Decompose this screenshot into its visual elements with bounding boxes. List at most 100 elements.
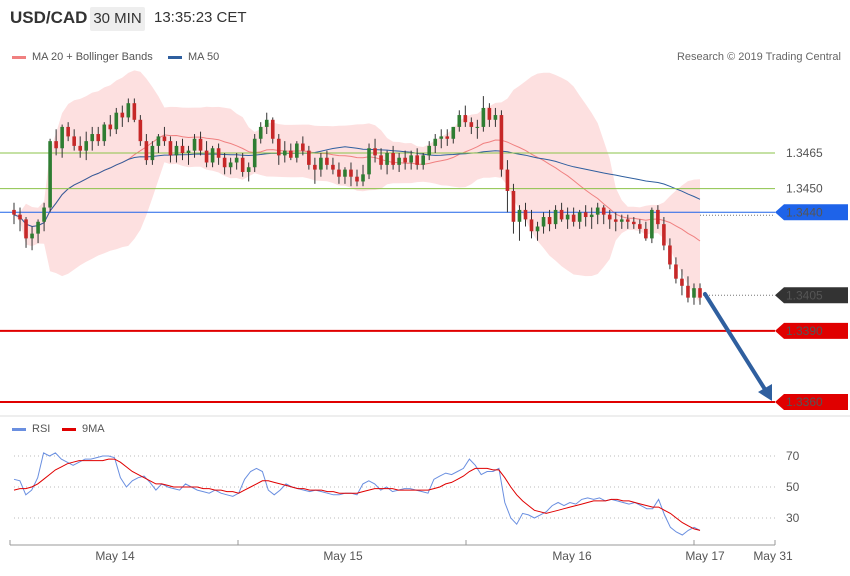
candle-body <box>192 138 197 151</box>
level-tag-1.3390 <box>775 322 848 339</box>
candle-body <box>162 136 167 142</box>
candle-body <box>331 164 335 170</box>
candle-body <box>487 107 492 120</box>
ma20-swatch <box>12 55 26 59</box>
candle-body <box>577 212 582 222</box>
candle-body <box>601 207 606 215</box>
candle-body <box>313 164 317 170</box>
forecast-arrow-shaft <box>703 292 768 393</box>
level-tag-text-1.3405: 1.3405 <box>786 288 823 302</box>
rsi-tick-50: 50 <box>786 480 800 494</box>
candle-body <box>535 226 540 232</box>
candle-body <box>475 126 480 128</box>
candle-body <box>541 217 546 227</box>
rsi-swatch <box>12 427 26 431</box>
candle-body <box>234 157 239 163</box>
candle-body <box>54 141 58 149</box>
candle-body <box>295 143 299 158</box>
legend-ma50: MA 50 <box>168 51 219 63</box>
candle-body <box>469 122 474 127</box>
candle-body <box>36 221 40 234</box>
candle-body <box>517 209 522 222</box>
candle-body <box>90 134 95 142</box>
candle-body <box>505 169 510 191</box>
candle-body <box>210 148 215 163</box>
candle-body <box>282 150 287 156</box>
candle-body <box>132 103 137 120</box>
candle-body <box>529 219 534 232</box>
candle-body <box>276 138 281 156</box>
candle-body <box>559 209 564 220</box>
level-label-1.3465: 1.3465 <box>786 146 823 160</box>
level-tag-1.3440 <box>775 204 848 221</box>
candle-body <box>337 169 341 177</box>
candle-body <box>78 145 82 151</box>
candle-body <box>343 169 347 177</box>
rsi-line <box>13 452 701 536</box>
candle-body <box>174 145 179 156</box>
x-axis-label: May 16 <box>552 549 592 563</box>
symbol-title: USD/CAD <box>10 8 88 27</box>
ma50-swatch <box>168 55 182 59</box>
candle-body <box>114 112 119 130</box>
candle-body <box>662 224 666 246</box>
candle-body <box>373 148 377 156</box>
candle-body <box>595 207 600 215</box>
legend-ma20-label: MA 20 + Bollinger Bands <box>32 51 153 63</box>
candle-body <box>24 219 28 239</box>
candle-body <box>102 124 107 142</box>
candle-body <box>168 141 173 156</box>
candle-body <box>144 141 149 161</box>
candle-body <box>240 157 245 172</box>
candle-body <box>391 153 395 165</box>
level-tag-text-1.3440: 1.3440 <box>786 205 823 219</box>
candle-body <box>186 150 191 153</box>
candle-body <box>523 209 528 220</box>
candle-body <box>258 126 263 139</box>
candle-body <box>66 126 70 137</box>
candle-body <box>565 214 570 220</box>
candle-body <box>42 207 46 222</box>
candle-body <box>686 285 690 298</box>
candle-body <box>692 288 696 298</box>
level-tag-1.3360 <box>775 394 848 410</box>
candle-body <box>668 245 672 265</box>
candle-body <box>421 155 425 165</box>
candle-body <box>30 233 34 239</box>
candle-body <box>367 148 371 175</box>
candle-body <box>638 224 642 229</box>
candle-body <box>355 176 359 182</box>
candle-body <box>680 278 684 286</box>
candle-body <box>385 153 389 165</box>
candle-body <box>349 169 353 177</box>
x-axis-label: May 17 <box>685 549 725 563</box>
candle-body <box>12 209 16 215</box>
candle-body <box>619 219 624 222</box>
legend-ma50-label: MA 50 <box>188 51 220 63</box>
legend-rsi: RSI <box>12 423 50 435</box>
candle-body <box>481 107 486 127</box>
9ma-swatch <box>62 427 76 431</box>
candle-body <box>613 219 618 222</box>
candle-body <box>108 124 113 130</box>
candle-body <box>499 115 504 170</box>
candle-body <box>198 138 203 151</box>
candle-body <box>397 157 401 165</box>
level-label-1.3450: 1.3450 <box>786 182 823 196</box>
candle-body <box>409 155 413 163</box>
candle-body <box>571 214 576 222</box>
candle-body <box>589 214 594 218</box>
candle-body <box>222 157 227 168</box>
legend-9ma-label: 9MA <box>82 423 105 435</box>
candle-body <box>656 209 660 225</box>
candle-body <box>180 145 185 153</box>
interval-badge[interactable]: 30 MIN <box>90 7 145 31</box>
candle-body <box>361 174 365 182</box>
candle-body <box>204 150 209 163</box>
candle-body <box>439 136 444 139</box>
candle-body <box>403 157 407 163</box>
candle-body <box>72 136 76 146</box>
candle-body <box>427 145 432 156</box>
candle-body <box>650 209 654 239</box>
